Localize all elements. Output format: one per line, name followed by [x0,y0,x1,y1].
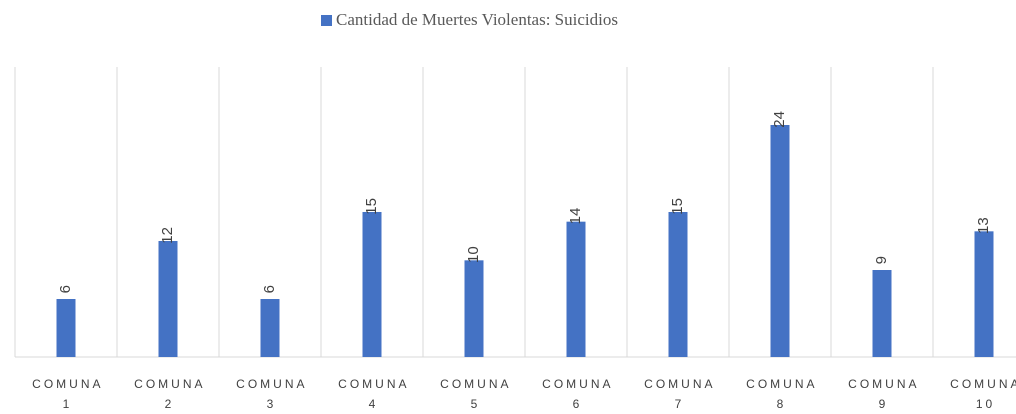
x-tick-label: COMUNA 2 [134,377,206,411]
bar [770,125,790,357]
x-tick-label: COMUNA 1 [32,377,104,411]
data-label: 12 [159,227,176,244]
bar [56,299,76,357]
x-tick-label: COMUNA 4 [338,377,410,411]
bar [668,212,688,357]
data-label: 13 [975,217,992,234]
legend-label: Cantidad de Muertes Violentas: Suicidios [336,10,618,29]
x-tick-label: COMUNA 6 [542,377,614,411]
bar [974,231,994,357]
x-tick-label: COMUNA 10 [950,377,1016,411]
data-label: 10 [465,246,482,263]
bar [260,299,280,357]
data-label: 9 [873,256,890,264]
x-tick-label: COMUNA 9 [848,377,920,411]
bar [464,260,484,357]
x-tick-label: COMUNA 5 [440,377,512,411]
data-label: 6 [261,285,278,293]
bar [566,221,586,357]
legend-swatch [321,15,332,26]
x-tick-label: COMUNA 3 [236,377,308,411]
data-label: 24 [771,111,788,128]
bar [872,270,892,357]
data-label: 15 [363,198,380,215]
x-tick-label: COMUNA 8 [746,377,818,411]
data-label: 15 [669,198,686,215]
x-tick-label: COMUNA 7 [644,377,716,411]
data-label: 6 [57,285,74,293]
bar [158,241,178,357]
bar [362,212,382,357]
data-label: 14 [567,208,584,225]
